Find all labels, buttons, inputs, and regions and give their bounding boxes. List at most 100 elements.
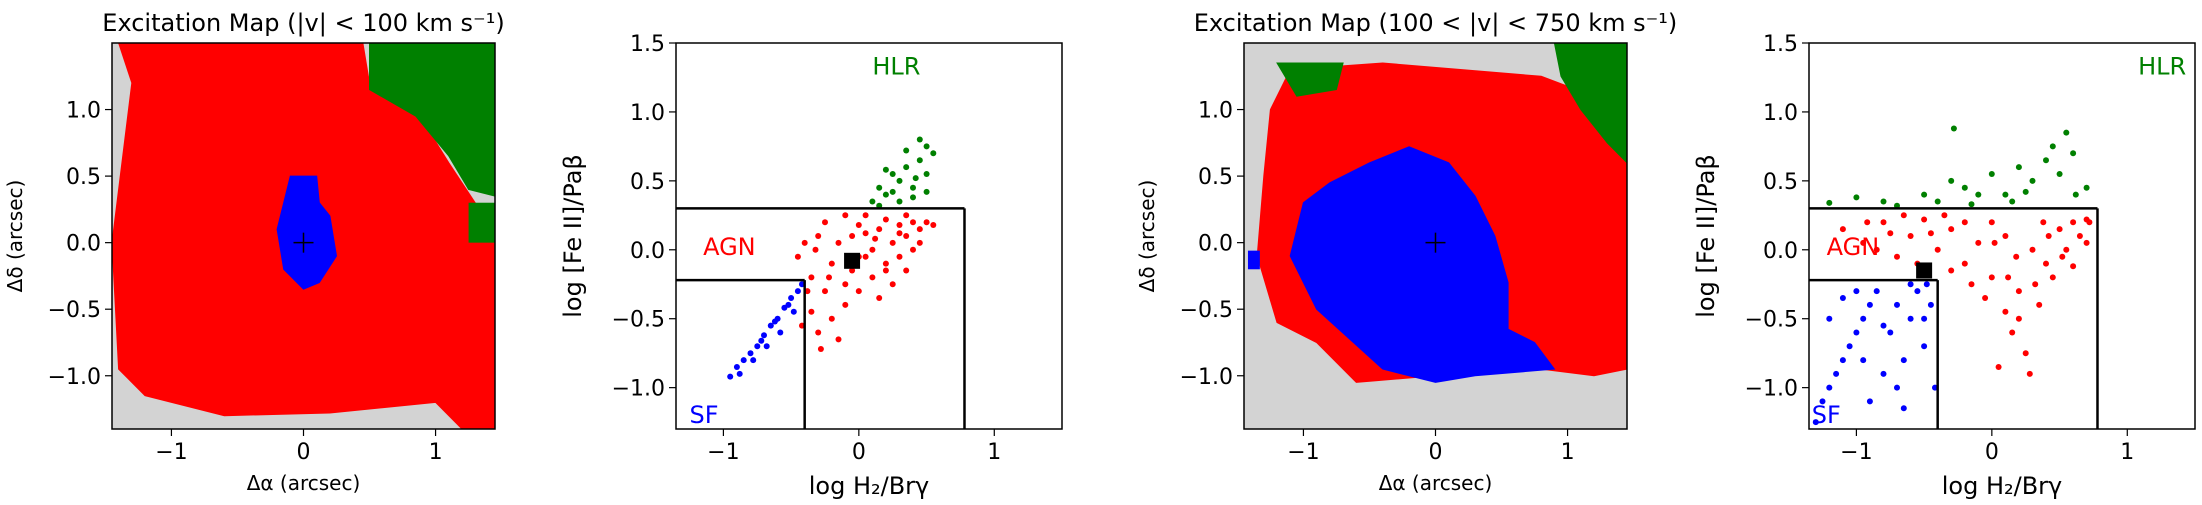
scatter-point-sf [1860, 315, 1867, 322]
scatter-point-sf [740, 357, 747, 364]
y-tick-label: 1.0 [1763, 101, 1798, 126]
scatter-point-agn [930, 222, 937, 228]
scatter-point-sf [790, 308, 797, 315]
scatter-point-agn [910, 219, 916, 226]
scatter-point-sf [758, 337, 765, 344]
scatter-point-agn [896, 230, 903, 237]
scatter-point-sf [1887, 329, 1894, 336]
scatter-point-sf [727, 373, 734, 380]
scatter-point-agn [835, 239, 842, 246]
scatter-point-sf [1826, 315, 1833, 322]
scatter-point-agn [882, 216, 889, 223]
scatter-point-agn [1968, 281, 1975, 288]
scatter-point-agn [1948, 226, 1955, 233]
y-tick-label: −1.0 [1180, 365, 1233, 390]
scatter-point-agn [2002, 308, 2009, 315]
scatter-point-agn [903, 212, 910, 219]
x-tick-label: 0 [852, 440, 866, 465]
x-tick-label: 1 [429, 440, 443, 465]
scatter-point-agn [916, 226, 923, 233]
scatter-point-agn [876, 226, 883, 233]
scatter-point-agn [869, 274, 876, 281]
scatter-point-agn [1880, 219, 1887, 226]
scatter-point-sf [1907, 315, 1914, 322]
y-axis-label: log [Fe II]/Paβ [559, 154, 587, 318]
scatter-point-hlr [2043, 157, 2049, 164]
centroid-marker [844, 252, 861, 269]
y-tick-label: 1.5 [630, 32, 665, 57]
scatter-point-agn [1900, 212, 1907, 219]
scatter-point-sf [1921, 315, 1928, 322]
y-tick-label: −0.5 [1180, 298, 1233, 323]
plot-frame [111, 42, 496, 430]
scatter-point-agn [1864, 219, 1871, 226]
scatter-point-agn [2026, 370, 2033, 377]
map-region-sf [276, 175, 338, 290]
scatter-point-hlr [889, 188, 896, 195]
scatter-point-agn [862, 253, 869, 260]
scatter-point-hlr [896, 177, 903, 184]
scatter-point-agn [826, 274, 832, 281]
scatter-point-hlr [923, 188, 930, 195]
x-tick-label: −1 [1840, 440, 1872, 465]
y-tick-label: 1.5 [1763, 32, 1798, 57]
scatter-point-sf [1900, 405, 1907, 412]
scatter-area [676, 136, 966, 429]
y-tick-label: 0.0 [66, 232, 101, 257]
region-label-agn: AGN [703, 233, 756, 261]
scatter-point-hlr [910, 184, 916, 191]
scatter-point-sf [1866, 398, 1873, 405]
scatter-point-sf [1900, 357, 1907, 364]
scatter-point-hlr [882, 191, 889, 198]
scatter-point-agn [855, 288, 862, 295]
y-tick-label: 0.5 [1763, 170, 1798, 195]
scatter-point-agn [2013, 253, 2020, 260]
scatter-point-agn [2056, 226, 2063, 233]
scatter-point-agn [1975, 239, 1982, 246]
x-tick-label: 1 [987, 440, 1001, 465]
x-axis-label: log H₂/Brγ [809, 472, 930, 500]
scatter-point-hlr [889, 171, 896, 177]
scatter-point-agn [1991, 239, 1998, 246]
scatter-point-agn [2043, 260, 2049, 267]
scatter-point-sf [777, 329, 784, 336]
y-axis-label: Δδ (arcsec) [1135, 180, 1159, 293]
centroid-marker [1916, 262, 1933, 279]
scatter-point-sf [1839, 357, 1846, 364]
region-label-sf: SF [1812, 401, 1841, 429]
scatter-point-agn [1934, 246, 1941, 253]
scatter-point-sf [1866, 301, 1873, 308]
scatter-point-agn [1982, 295, 1989, 301]
scatter-point-agn [855, 222, 862, 228]
scatter-point-agn [2022, 350, 2029, 357]
region-label-hlr: HLR [2138, 52, 2186, 80]
scatter-point-agn [2086, 219, 2093, 226]
scatter-point-agn [2083, 239, 2090, 246]
scatter-point-agn [882, 267, 889, 274]
scatter-point-sf [767, 322, 774, 329]
x-tick-label: −1 [1287, 440, 1319, 465]
scatter-point-agn [2040, 219, 2047, 226]
scatter-point-agn [882, 260, 889, 267]
scatter-point-agn [896, 222, 903, 228]
y-tick-label: 0.5 [630, 170, 665, 195]
scatter-point-hlr [923, 171, 930, 177]
scatter-point-agn [910, 246, 916, 253]
scatter-point-hlr [916, 136, 923, 143]
scatter-point-agn [872, 235, 879, 242]
x-axis-label: Δα (arcsec) [1379, 471, 1493, 495]
scatter-point-agn [1839, 226, 1846, 233]
scatter-point-sf [1894, 384, 1900, 391]
scatter-point-agn [896, 253, 903, 260]
scatter-point-sf [1880, 322, 1887, 329]
diagnostic-diagram-high-velocity: HLR AGN SF −1 0 1 −1.0 −0.5 0.0 0.5 1.0 1.5 log H₂/B… [1692, 32, 2196, 500]
scatter-point-agn [1961, 219, 1968, 226]
scatter-point-sf [1812, 419, 1819, 426]
scatter-point-sf [1819, 398, 1826, 405]
y-axis-label: Δδ (arcsec) [3, 180, 27, 293]
scatter-point-hlr [923, 143, 930, 150]
scatter-point-hlr [903, 147, 910, 154]
scatter-point-sf [1839, 295, 1846, 301]
scatter-point-agn [1948, 267, 1955, 274]
